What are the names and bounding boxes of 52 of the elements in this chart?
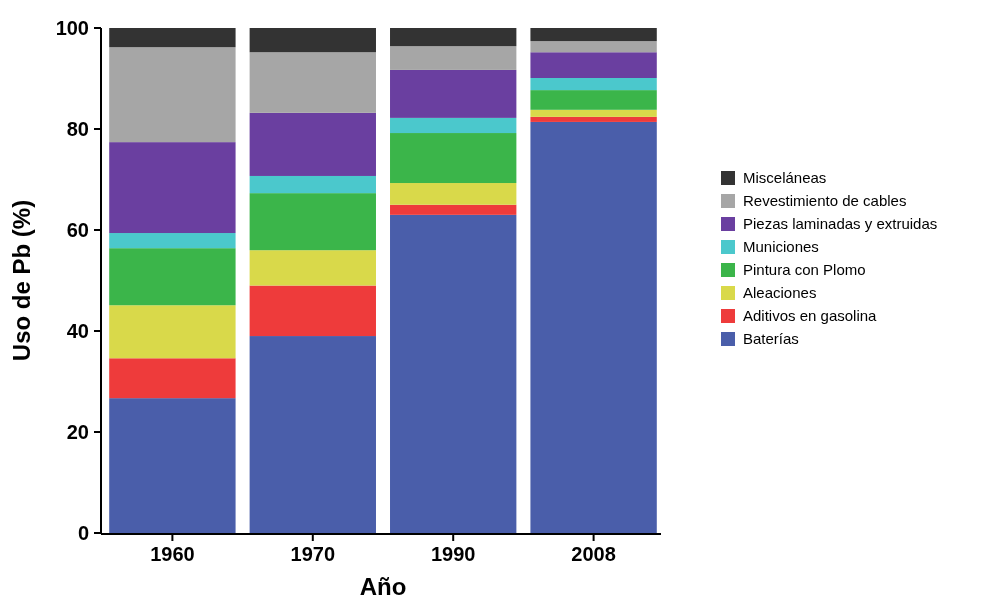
legend-label: Revestimiento de cables <box>743 192 907 210</box>
y-tick-label: 0 <box>77 522 89 544</box>
y-tick-label: 60 <box>66 219 89 241</box>
x-tick-label: 1990 <box>430 543 476 565</box>
bar <box>530 78 657 91</box>
bar <box>249 112 376 176</box>
bar <box>390 214 517 533</box>
bar <box>530 90 657 110</box>
y-tick-label: 20 <box>66 421 89 443</box>
bar <box>530 41 657 53</box>
legend-label: Baterías <box>743 330 799 348</box>
bar <box>390 117 517 134</box>
bar <box>530 28 657 42</box>
y-tick-label: 40 <box>66 320 89 342</box>
bar <box>530 116 657 122</box>
legend-label: Aditivos en gasolina <box>743 307 878 325</box>
bar <box>249 193 376 251</box>
bar <box>249 250 376 286</box>
bar <box>249 52 376 113</box>
bar <box>109 248 236 306</box>
bar <box>390 46 517 70</box>
bar <box>109 305 236 359</box>
bar <box>530 109 657 117</box>
bar <box>249 285 376 337</box>
y-axis-title: Uso de Pb (%) <box>8 199 35 362</box>
bar <box>530 52 657 78</box>
legend-label: Pintura con Plomo <box>743 261 866 279</box>
bar <box>249 175 376 194</box>
bar <box>390 69 517 118</box>
bar <box>530 121 657 533</box>
bar <box>249 28 376 53</box>
bar <box>109 233 236 249</box>
legend-label: Misceláneas <box>743 169 827 187</box>
x-tick-label: 1960 <box>150 543 195 565</box>
bar <box>390 183 517 205</box>
y-tick-label: 100 <box>55 17 89 39</box>
bar <box>390 204 517 215</box>
bar <box>390 133 517 184</box>
legend-label: Piezas laminadas y extruidas <box>743 215 938 233</box>
bar <box>390 28 517 47</box>
x-axis-title: Año <box>359 573 407 600</box>
y-tick-label: 80 <box>66 118 89 140</box>
legend-label: Municiones <box>743 238 819 256</box>
bar <box>109 358 236 399</box>
bar <box>249 336 376 533</box>
bar <box>109 28 236 48</box>
legend-label: Aleaciones <box>743 284 817 302</box>
bar <box>109 142 236 234</box>
bar <box>109 398 236 533</box>
bar <box>109 47 236 143</box>
x-tick-label: 2008 <box>571 543 616 565</box>
x-tick-label: 1970 <box>290 543 336 565</box>
